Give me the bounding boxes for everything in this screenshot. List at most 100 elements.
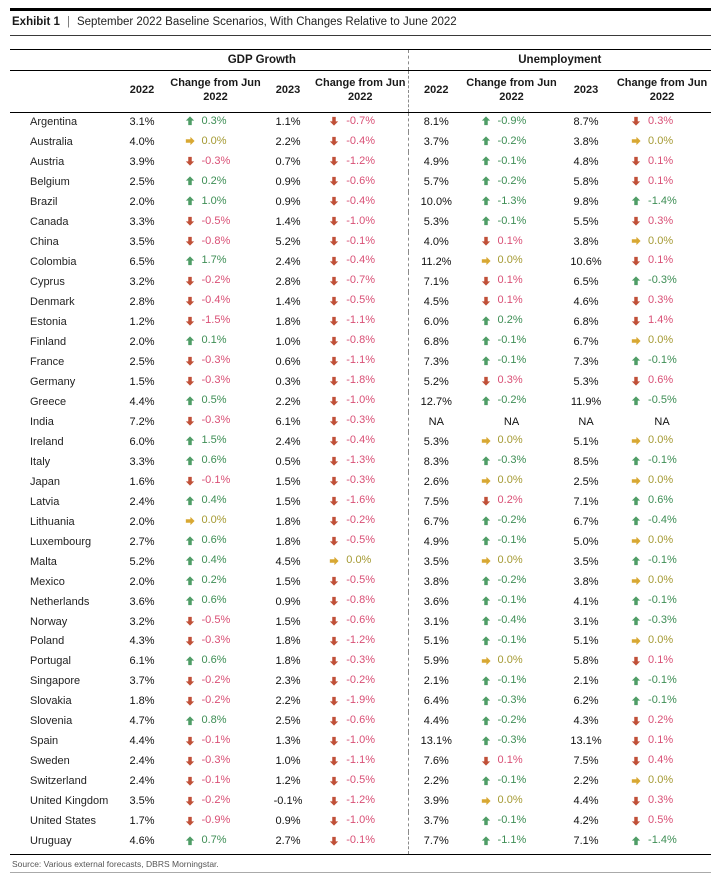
change-indicator: -0.6%	[329, 614, 391, 627]
change-value: 0.0%	[497, 254, 523, 267]
change-indicator: 0.6%	[185, 454, 247, 467]
gdp-2023-value: 0.6%	[275, 355, 301, 368]
change-value: 0.0%	[648, 434, 674, 447]
unemp-change-2022-cell: -0.1%	[464, 212, 559, 232]
change-value: -0.4%	[648, 514, 677, 527]
change-value: 0.5%	[648, 814, 674, 827]
change-value: -0.1%	[497, 354, 527, 367]
change-indicator: 0.0%	[631, 574, 693, 587]
change-value: -0.7%	[346, 114, 376, 127]
down-arrow-icon	[185, 676, 194, 686]
change-indicator: -0.5%	[329, 294, 391, 307]
change-value: -0.2%	[497, 394, 527, 407]
unemp-change-2022-cell: 0.0%	[464, 652, 559, 672]
unemp-change-2023-cell: 0.0%	[613, 532, 711, 552]
change-value: 0.4%	[648, 754, 674, 767]
unemp-change-2023-cell: -0.4%	[613, 512, 711, 532]
unemp-change-2023-cell: -1.4%	[613, 832, 711, 854]
gdp-2023-value: 1.8%	[275, 655, 301, 668]
country-label: Poland	[30, 635, 65, 648]
down-arrow-icon	[631, 376, 641, 386]
unemp-change-2023-cell: -0.5%	[613, 392, 711, 412]
gdp-2022-value: 3.5%	[129, 235, 155, 248]
change-indicator: -0.5%	[329, 534, 391, 547]
down-arrow-icon	[185, 296, 194, 306]
down-arrow-icon	[631, 716, 641, 726]
down-arrow-icon	[330, 176, 339, 186]
change-value: -0.4%	[346, 194, 376, 207]
table-row: Switzerland 2.4% -0.1% 1.2% -0.5% 2.2% -0.1% 2.…	[10, 771, 711, 792]
down-arrow-icon	[330, 436, 339, 446]
change-value: 0.6%	[201, 534, 227, 547]
change-indicator: 0.4%	[631, 754, 693, 767]
change-value: -0.1%	[201, 734, 231, 747]
up-arrow-icon	[631, 616, 641, 625]
change-indicator: -0.1%	[329, 834, 391, 847]
change-indicator: -0.1%	[631, 674, 693, 687]
unemp-2022-value: 3.7%	[407, 811, 465, 832]
change-indicator: 1.7%	[185, 254, 247, 267]
change-indicator: 0.0%	[481, 794, 543, 807]
gdp-2022-value: 2.7%	[129, 535, 155, 548]
up-arrow-icon	[481, 716, 490, 725]
change-value: -0.1%	[201, 474, 231, 487]
gdp-2023-value: 0.3%	[275, 375, 301, 388]
change-indicator: 0.1%	[631, 734, 693, 747]
change-value: 0.1%	[648, 734, 674, 747]
unemp-change-2022-cell: -0.1%	[464, 152, 559, 172]
change-indicator: 0.0%	[631, 774, 693, 787]
down-arrow-icon	[330, 716, 339, 726]
gdp-2022-value: 3.9%	[129, 155, 155, 168]
unemp-change-2023-cell: 0.1%	[613, 732, 711, 752]
unemp-2023-value: 5.8%	[573, 175, 599, 188]
gdp-2022-value: 3.3%	[129, 215, 155, 228]
unemp-2022-value: 13.1%	[407, 732, 465, 752]
gdp-2022-value: 4.3%	[129, 635, 155, 648]
unemp-2022-value: 4.0%	[407, 232, 465, 253]
gdp-change-2023-cell: -1.0%	[313, 812, 408, 832]
flat-arrow-icon	[481, 436, 491, 446]
change-indicator: 0.1%	[631, 254, 693, 267]
gdp-change-2023-cell: -1.8%	[313, 372, 408, 392]
gdp-change-2023-cell: -0.1%	[313, 232, 408, 252]
change-value: -0.5%	[346, 294, 376, 307]
up-arrow-icon	[481, 776, 490, 785]
unemp-change-2022-cell: -0.1%	[464, 812, 559, 832]
unemp-2022-value: 6.0%	[407, 312, 465, 333]
gdp-2022-value: 1.7%	[129, 815, 155, 828]
table-row: Belgium 2.5% 0.2% 0.9% -0.6% 5.7% -0.2% 5.8% 0.1…	[10, 172, 711, 193]
change-indicator: -0.3%	[481, 454, 543, 467]
up-arrow-icon	[185, 656, 194, 665]
unemp-2023-value: 7.3%	[573, 355, 599, 368]
gdp-2023-value: 2.7%	[275, 835, 301, 848]
change-value: -0.3%	[497, 734, 527, 747]
country-column-subheader	[10, 70, 116, 113]
change-indicator: 0.0%	[185, 514, 247, 527]
change-indicator: -0.1%	[481, 674, 543, 687]
country-label: Cyprus	[30, 275, 65, 288]
unemp-2022-value: NA	[407, 412, 465, 433]
unemp-change-2023-cell: 0.0%	[613, 572, 711, 592]
unemp-change-2022-cell: -0.3%	[464, 732, 559, 752]
change-value: -1.8%	[346, 374, 376, 387]
unemp-change-2022-cell: -0.3%	[464, 452, 559, 472]
change-indicator: -0.2%	[481, 394, 543, 407]
up-arrow-icon	[481, 676, 490, 685]
down-arrow-icon	[330, 576, 339, 586]
unemp-change-2022-cell: 0.0%	[464, 552, 559, 572]
change-indicator: 0.1%	[631, 155, 693, 168]
up-arrow-icon	[481, 616, 490, 625]
unemp-change-2023-cell: 0.1%	[613, 252, 711, 272]
gdp-change-2022-cell: 0.4%	[168, 552, 263, 572]
unemp-2023-value: 6.8%	[573, 315, 599, 328]
change-indicator: -0.1%	[329, 235, 391, 248]
gdp-change-2022-cell: -0.3%	[168, 752, 263, 772]
gdp-change-2023-cell: -1.0%	[313, 732, 408, 752]
unemp-2022-value: 6.8%	[407, 332, 465, 353]
unemp-change-2022-cell: 0.1%	[464, 752, 559, 772]
flat-arrow-icon	[631, 436, 641, 446]
change-value: 0.3%	[648, 214, 674, 227]
down-arrow-icon	[631, 117, 641, 126]
change-value: 0.0%	[648, 334, 674, 347]
gdp-2022-value: 1.5%	[129, 375, 155, 388]
